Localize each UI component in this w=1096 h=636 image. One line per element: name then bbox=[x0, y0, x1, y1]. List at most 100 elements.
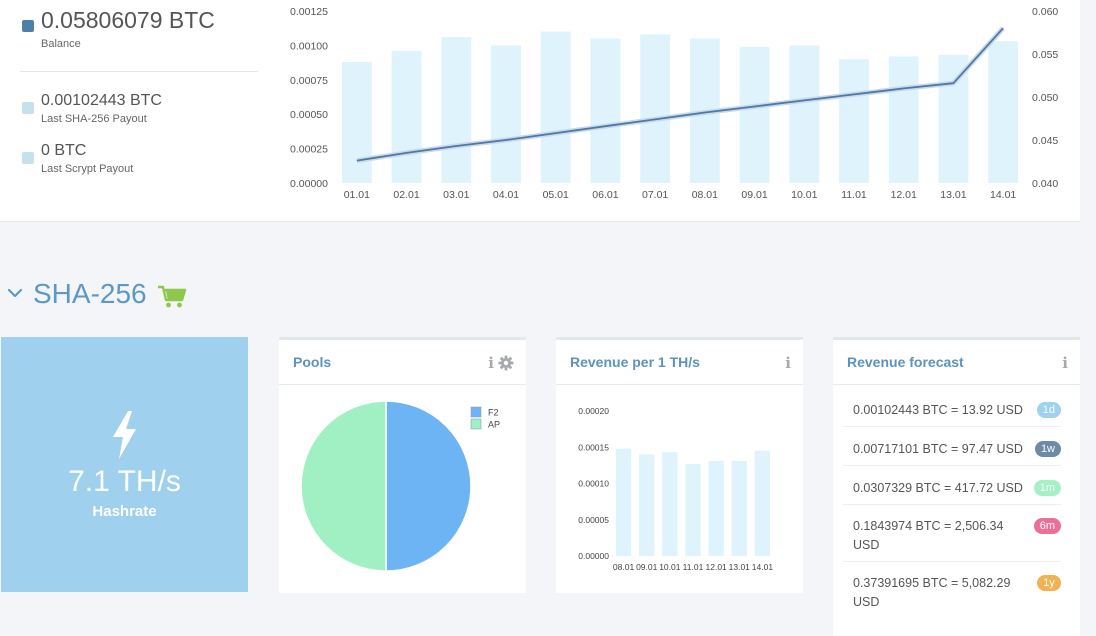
x-tick-label: 11.01 bbox=[683, 562, 704, 572]
forecast-card-header: Revenue forecast i bbox=[833, 340, 1080, 385]
period-badge: 6m bbox=[1033, 518, 1061, 534]
legend-label: F2 bbox=[488, 408, 499, 418]
lightning-icon bbox=[113, 411, 136, 459]
hashrate-value: 7.1 TH/s bbox=[68, 465, 181, 498]
forecast-row: 0.37391695 BTC = 5,082.29 USD 1y bbox=[843, 562, 1061, 619]
pie-slice bbox=[385, 400, 472, 572]
cart-icon[interactable] bbox=[157, 285, 187, 309]
forecast-row: 0.00717101 BTC = 97.47 USD 1w bbox=[843, 427, 1061, 466]
gear-icon[interactable] bbox=[498, 355, 514, 371]
forecast-value: 0.37391695 BTC = 5,082.29 USD bbox=[853, 576, 1011, 609]
bar bbox=[839, 59, 869, 183]
y-left-tick-label: 0.00050 bbox=[290, 109, 328, 121]
info-icon[interactable]: i bbox=[1062, 354, 1068, 372]
bar bbox=[662, 452, 678, 556]
y-right-tick-label: 0.060 bbox=[1032, 6, 1058, 18]
y-left-tick-label: 0.00125 bbox=[290, 6, 328, 18]
x-tick-label: 09.01 bbox=[741, 189, 767, 201]
y-tick-label: 0.00010 bbox=[578, 479, 609, 489]
revenue-bar-chart: 0.00000 0.00005 0.00010 0.00015 0.00020 08.01… bbox=[578, 406, 774, 572]
chevron-down-icon[interactable] bbox=[6, 286, 24, 300]
bar bbox=[441, 37, 472, 184]
bar bbox=[731, 461, 747, 556]
x-tick-label: 01.01 bbox=[344, 189, 370, 201]
pools-card-header: Pools i bbox=[279, 340, 526, 385]
y-right-tick-label: 0.040 bbox=[1032, 178, 1058, 190]
bar bbox=[685, 463, 701, 556]
info-icon[interactable]: i bbox=[488, 354, 494, 372]
revenue-title: Revenue per 1 TH/s bbox=[570, 354, 700, 370]
y-left-tick-label: 0.00075 bbox=[290, 75, 328, 87]
scrypt-payout-swatch bbox=[22, 152, 34, 164]
bar bbox=[708, 461, 724, 556]
legend-label: AP bbox=[488, 420, 500, 430]
x-tick-label: 08.01 bbox=[613, 562, 635, 572]
y-tick-label: 0.00015 bbox=[578, 442, 609, 452]
bar bbox=[640, 34, 671, 183]
forecast-row: 0.00102443 BTC = 13.92 USD 1d bbox=[843, 388, 1061, 427]
hashrate-label: Hashrate bbox=[92, 503, 157, 520]
bar bbox=[341, 61, 372, 183]
x-tick-label: 13.01 bbox=[729, 562, 751, 572]
bar bbox=[739, 46, 770, 183]
stat-divider bbox=[20, 71, 258, 72]
x-tick-label: 13.01 bbox=[940, 189, 966, 201]
y-right-tick-label: 0.055 bbox=[1032, 49, 1058, 61]
period-badge: 1m bbox=[1033, 480, 1061, 496]
bar bbox=[888, 56, 919, 183]
x-tick-label: 10.01 bbox=[791, 189, 817, 201]
period-badge: 1y bbox=[1037, 575, 1061, 591]
x-tick-label: 08.01 bbox=[692, 189, 718, 201]
forecast-title: Revenue forecast bbox=[847, 354, 964, 370]
period-badge: 1d bbox=[1036, 402, 1061, 418]
x-tick-label: 11.01 bbox=[841, 189, 867, 201]
y-right-tick-label: 0.050 bbox=[1032, 92, 1058, 104]
pools-pie-chart: F2 AP bbox=[300, 400, 500, 572]
x-tick-label: 12.01 bbox=[706, 562, 728, 572]
bar bbox=[754, 450, 771, 556]
bar bbox=[988, 41, 1019, 183]
x-tick-label: 14.01 bbox=[990, 189, 1016, 201]
bar bbox=[938, 55, 969, 184]
y-left-tick-label: 0.00100 bbox=[290, 40, 328, 52]
x-tick-label: 09.01 bbox=[636, 562, 658, 572]
period-badge: 1w bbox=[1034, 441, 1061, 457]
x-tick-label: 04.01 bbox=[493, 189, 519, 201]
sha256-payout-swatch bbox=[22, 102, 34, 114]
revenue-per-ths-card: Revenue per 1 TH/s i 0.00000 0.00005 0.000… bbox=[556, 337, 803, 593]
bar bbox=[491, 45, 521, 184]
legend-swatch bbox=[470, 418, 482, 430]
forecast-value: 0.1843974 BTC = 2,506.34 USD bbox=[853, 519, 1004, 552]
bar bbox=[540, 31, 571, 183]
scrypt-payout-value: 0 BTC bbox=[41, 142, 87, 159]
summary-panel: 0.05806079 BTC Balance 0.00102443 BTC La… bbox=[0, 0, 1080, 222]
balance-label: Balance bbox=[41, 38, 81, 50]
scrypt-payout-label: Last Scrypt Payout bbox=[41, 163, 134, 175]
balance-line bbox=[356, 27, 1004, 162]
forecast-value: 0.00717101 BTC = 97.47 USD bbox=[853, 442, 1023, 456]
bar bbox=[391, 50, 422, 184]
x-tick-label: 14.01 bbox=[752, 562, 774, 572]
hashrate-tile: 7.1 TH/s Hashrate bbox=[1, 337, 248, 592]
sha256-payout-label: Last SHA-256 Payout bbox=[41, 113, 147, 125]
y-tick-label: 0.00005 bbox=[578, 515, 609, 525]
y-right-tick-label: 0.045 bbox=[1032, 135, 1058, 147]
info-icon[interactable]: i bbox=[785, 354, 791, 372]
bar bbox=[615, 448, 632, 556]
bar bbox=[639, 454, 655, 556]
x-tick-label: 03.01 bbox=[443, 189, 469, 201]
balance-swatch bbox=[22, 20, 34, 32]
section-title: SHA-256 bbox=[33, 278, 147, 309]
x-tick-label: 02.01 bbox=[393, 189, 419, 201]
sha256-payout-value: 0.00102443 BTC bbox=[41, 92, 162, 109]
forecast-row: 0.1843974 BTC = 2,506.34 USD 6m bbox=[843, 505, 1061, 562]
forecast-value: 0.0307329 BTC = 417.72 USD bbox=[853, 481, 1023, 495]
bar bbox=[789, 45, 820, 184]
x-tick-label: 10.01 bbox=[659, 562, 681, 572]
pools-card: Pools i F2 AP bbox=[279, 337, 526, 593]
forecast-row: 0.0307329 BTC = 417.72 USD 1m bbox=[843, 466, 1061, 505]
x-tick-label: 07.01 bbox=[642, 189, 668, 201]
pie-slice bbox=[300, 400, 387, 572]
revenue-forecast-card: Revenue forecast i 0.00102443 BTC = 13.9… bbox=[833, 337, 1080, 636]
balance-value: 0.05806079 BTC bbox=[41, 7, 215, 33]
